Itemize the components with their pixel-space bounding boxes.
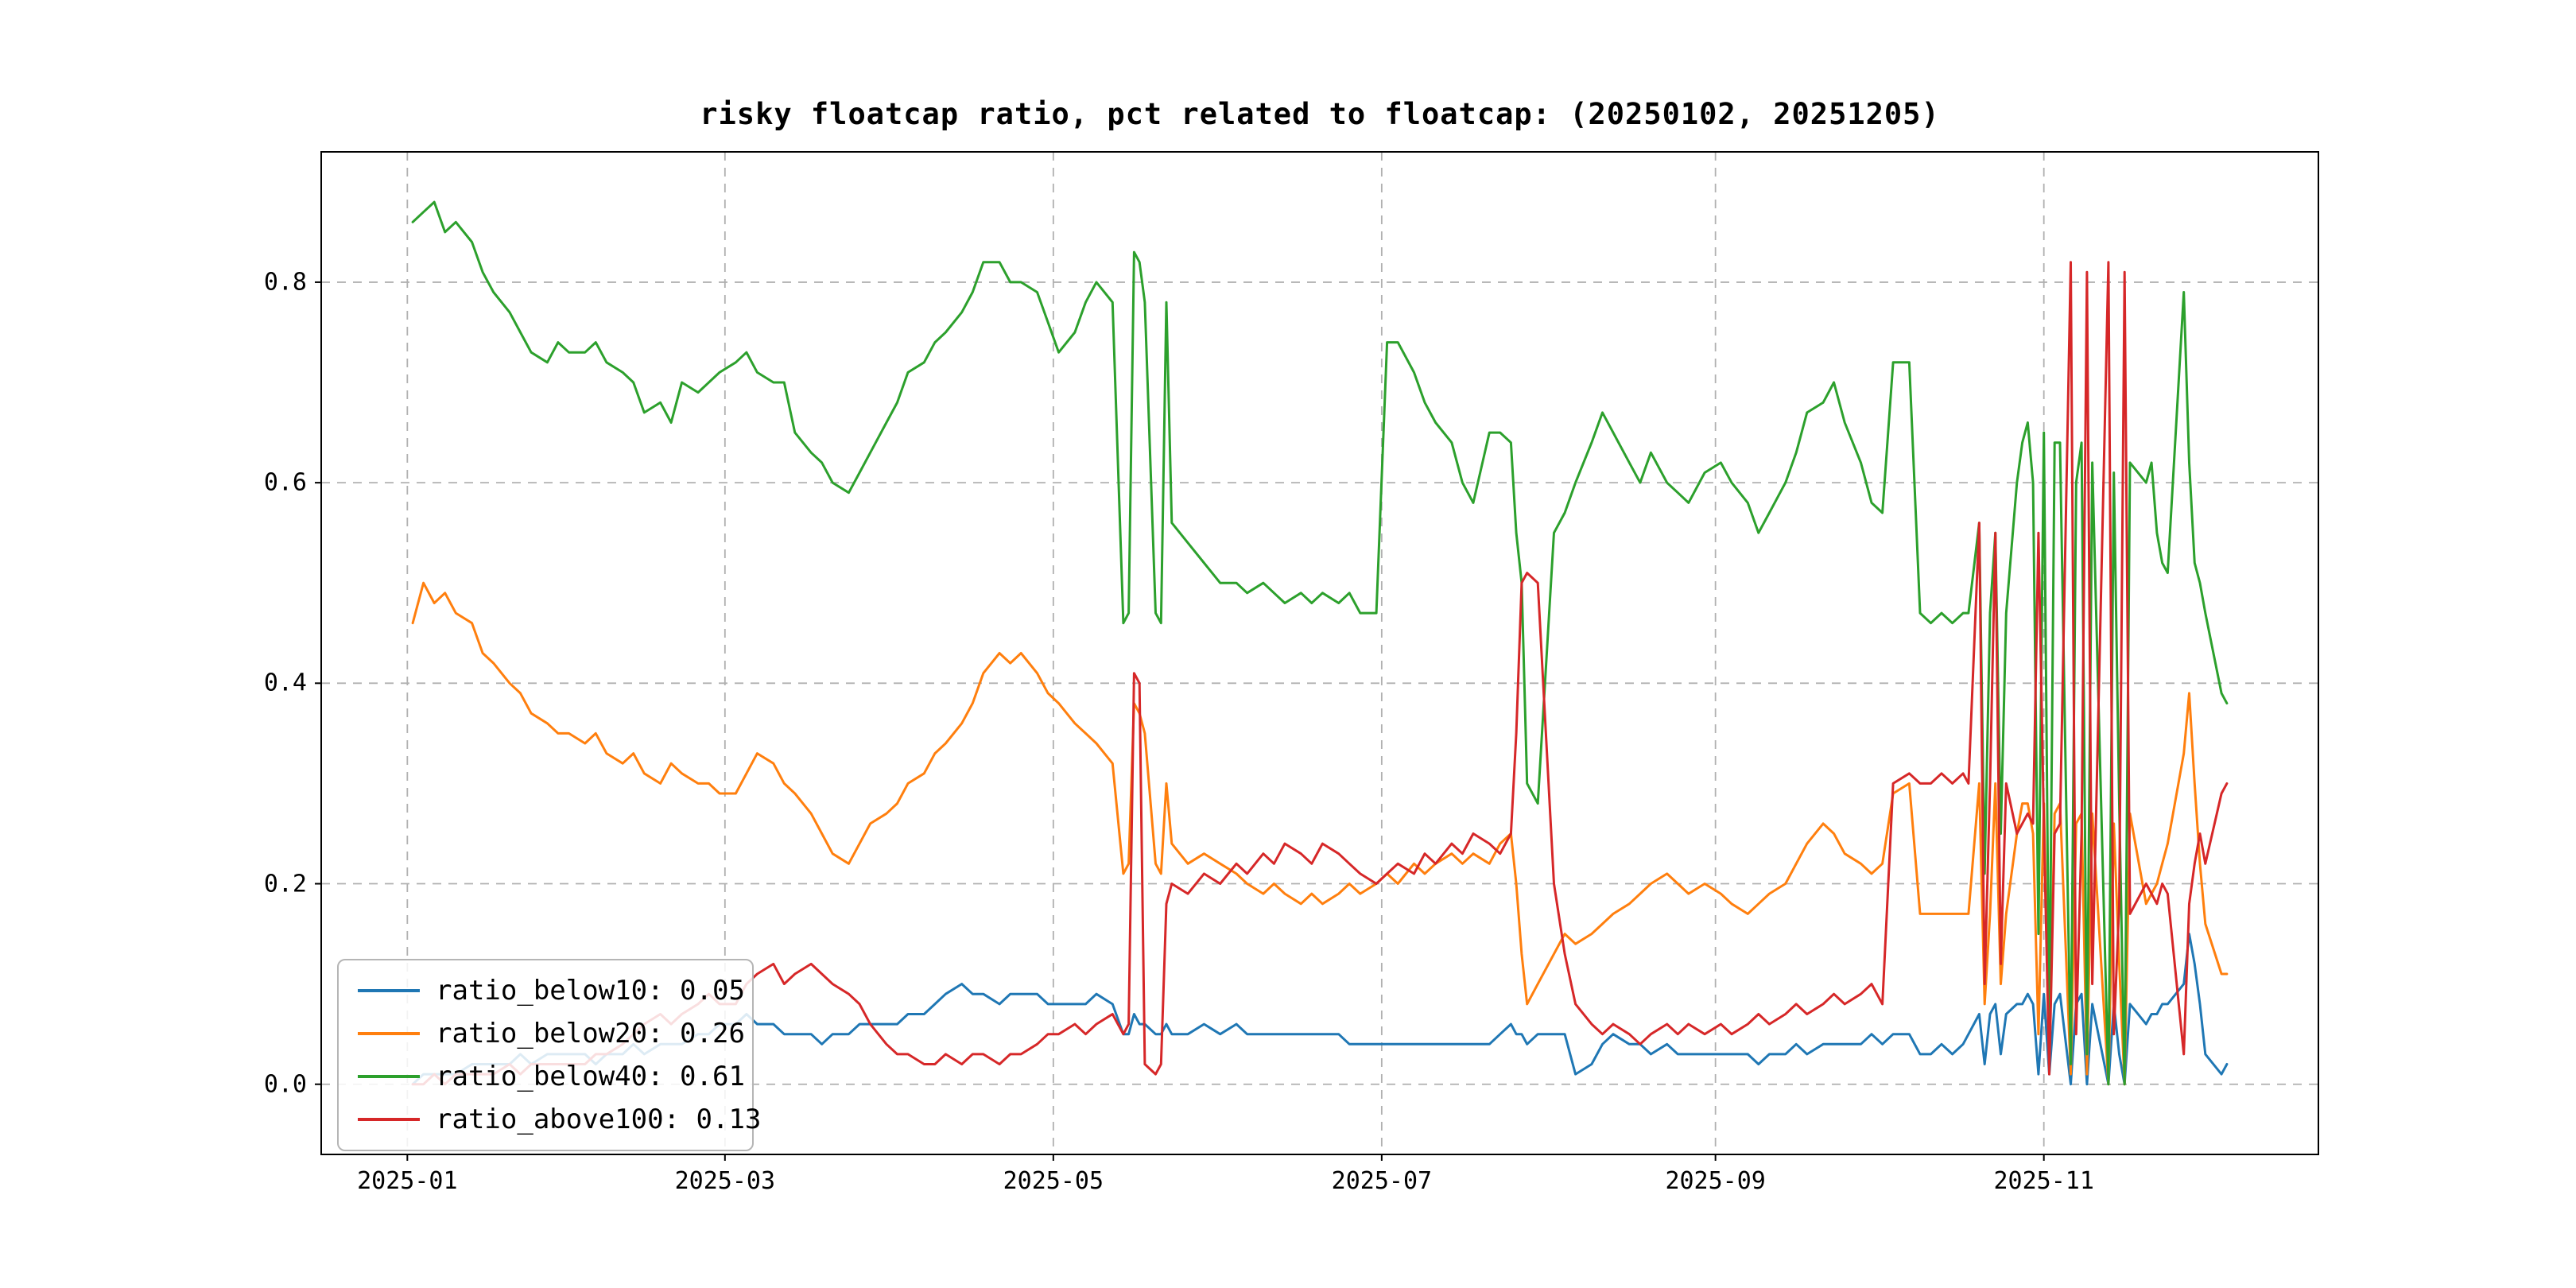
- x-tick-label: 2025-05: [1003, 1167, 1104, 1195]
- legend: ratio_below10: 0.05 ratio_below20: 0.26 …: [337, 959, 761, 1151]
- legend-item-label: ratio_above100: 0.13: [436, 1104, 762, 1135]
- legend-item: ratio_below40: 0.61: [358, 1059, 745, 1094]
- legend-item: ratio_below20: 0.26: [358, 1016, 745, 1051]
- series-line-ratio_above100: [411, 261, 2229, 1086]
- x-tick-label: 2025-01: [357, 1167, 458, 1195]
- y-tick-label: 0.6: [263, 468, 307, 497]
- legend-item: ratio_below10: 0.05: [358, 973, 745, 1008]
- x-tick-label: 2025-11: [1993, 1167, 2094, 1195]
- series-line-ratio_below10: [411, 933, 2229, 1086]
- legend-line-swatch-red: [358, 1118, 420, 1121]
- legend-line-swatch-green: [358, 1075, 420, 1078]
- x-tick-label: 2025-09: [1665, 1167, 1766, 1195]
- y-tick-label: 0.4: [263, 669, 307, 697]
- legend-line-swatch-orange: [358, 1032, 420, 1035]
- legend-item-label: ratio_below20: 0.26: [436, 1018, 745, 1049]
- legend-line-swatch-blue: [358, 989, 420, 992]
- legend-item-label: ratio_below40: 0.61: [436, 1061, 745, 1092]
- x-tick-label: 2025-07: [1331, 1167, 1433, 1195]
- series-line-ratio_below20: [411, 581, 2229, 1086]
- series-line-ratio_below40: [411, 200, 2229, 1086]
- y-tick-label: 0.2: [263, 870, 307, 898]
- x-tick-label: 2025-03: [674, 1167, 776, 1195]
- legend-item: ratio_above100: 0.13: [358, 1102, 761, 1137]
- chart-title: risky floatcap ratio, pct related to flo…: [700, 97, 1940, 131]
- axes-frame: [320, 151, 2319, 1155]
- y-tick-label: 0.0: [263, 1070, 307, 1099]
- y-tick-label: 0.8: [263, 268, 307, 297]
- legend-item-label: ratio_below10: 0.05: [436, 975, 745, 1007]
